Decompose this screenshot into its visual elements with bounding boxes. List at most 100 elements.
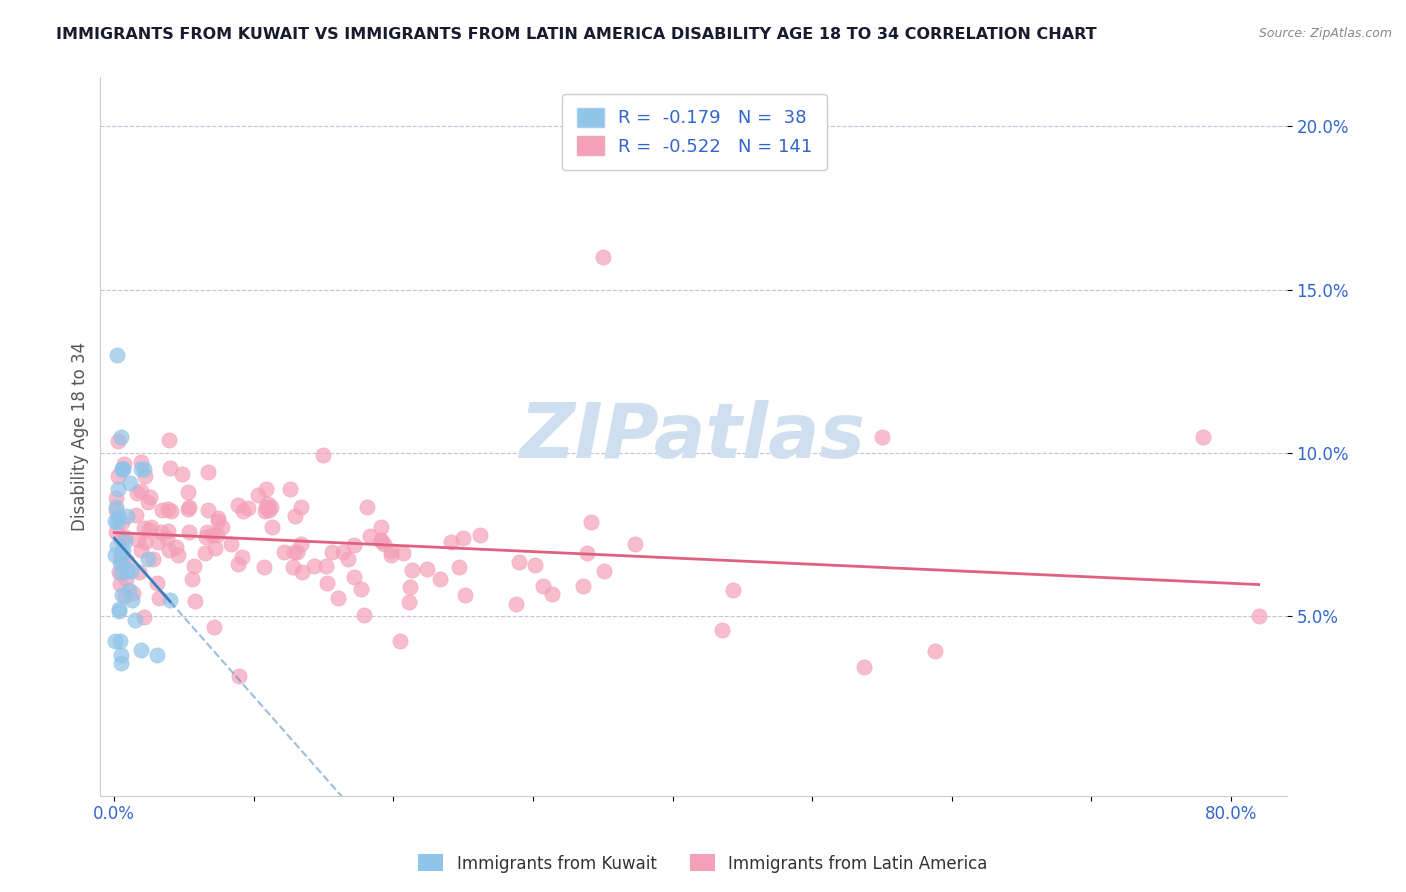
Point: [1192, 429, 1215, 443]
Point: [146, 576, 169, 591]
Point: [159, 460, 181, 475]
Point: [204, 541, 226, 555]
Point: [139, 490, 162, 504]
Point: [122, 585, 145, 599]
Point: [373, 537, 395, 551]
Point: [111, 516, 134, 530]
Point: [108, 556, 131, 570]
Point: [121, 593, 143, 607]
Point: [115, 554, 138, 568]
Point: [924, 644, 946, 658]
Point: [134, 469, 156, 483]
Point: [283, 560, 305, 574]
Point: [721, 583, 744, 598]
Point: [302, 559, 325, 574]
Point: [108, 604, 131, 618]
Point: [105, 539, 128, 553]
Point: [148, 591, 170, 605]
Point: [115, 564, 138, 578]
Point: [232, 504, 254, 518]
Point: [179, 500, 201, 514]
Point: [129, 484, 152, 499]
Point: [389, 634, 412, 648]
Point: [259, 503, 281, 517]
Point: [283, 544, 305, 558]
Point: [370, 533, 392, 547]
Point: [157, 524, 180, 538]
Point: [146, 535, 169, 549]
Point: [183, 559, 205, 574]
Point: [870, 429, 893, 443]
Point: [290, 500, 312, 514]
Point: [118, 583, 141, 598]
Point: [115, 508, 138, 523]
Point: [110, 566, 132, 581]
Point: [315, 559, 337, 574]
Legend: Immigrants from Kuwait, Immigrants from Latin America: Immigrants from Kuwait, Immigrants from …: [412, 847, 994, 880]
Point: [129, 643, 152, 657]
Point: [114, 530, 136, 544]
Point: [202, 620, 225, 634]
Point: [254, 500, 277, 514]
Text: ZIPatlas: ZIPatlas: [520, 400, 866, 474]
Point: [592, 250, 614, 264]
Point: [572, 579, 595, 593]
Point: [205, 527, 228, 541]
Point: [624, 537, 647, 551]
Point: [136, 552, 159, 566]
Point: [197, 503, 219, 517]
Point: [104, 524, 127, 539]
Point: [159, 592, 181, 607]
Point: [105, 348, 128, 362]
Point: [136, 495, 159, 509]
Point: [128, 565, 150, 579]
Point: [398, 580, 420, 594]
Point: [711, 623, 734, 637]
Point: [110, 648, 132, 662]
Point: [142, 552, 165, 566]
Point: [118, 475, 141, 490]
Y-axis label: Disability Age 18 to 34: Disability Age 18 to 34: [72, 342, 89, 531]
Point: [197, 465, 219, 479]
Point: [505, 597, 527, 611]
Point: [112, 556, 135, 570]
Point: [111, 462, 134, 476]
Point: [579, 515, 602, 529]
Point: [284, 508, 307, 523]
Point: [107, 482, 129, 496]
Point: [211, 520, 233, 534]
Point: [370, 534, 392, 549]
Point: [157, 433, 180, 447]
Point: [180, 572, 202, 586]
Point: [184, 594, 207, 608]
Point: [167, 548, 190, 562]
Point: [179, 525, 201, 540]
Point: [287, 545, 309, 559]
Point: [273, 545, 295, 559]
Point: [110, 588, 132, 602]
Point: [593, 564, 616, 578]
Point: [127, 533, 149, 547]
Point: [146, 648, 169, 662]
Point: [129, 462, 152, 476]
Point: [160, 504, 183, 518]
Point: [194, 546, 217, 560]
Point: [416, 562, 439, 576]
Point: [253, 559, 276, 574]
Point: [110, 429, 132, 443]
Point: [336, 552, 359, 566]
Point: [131, 543, 153, 558]
Point: [157, 543, 180, 558]
Point: [228, 669, 250, 683]
Point: [156, 531, 179, 545]
Point: [540, 587, 562, 601]
Point: [853, 659, 876, 673]
Point: [508, 555, 530, 569]
Point: [453, 531, 475, 545]
Point: [141, 519, 163, 533]
Point: [105, 515, 128, 529]
Point: [149, 524, 172, 539]
Point: [110, 657, 132, 671]
Point: [531, 579, 554, 593]
Point: [207, 510, 229, 524]
